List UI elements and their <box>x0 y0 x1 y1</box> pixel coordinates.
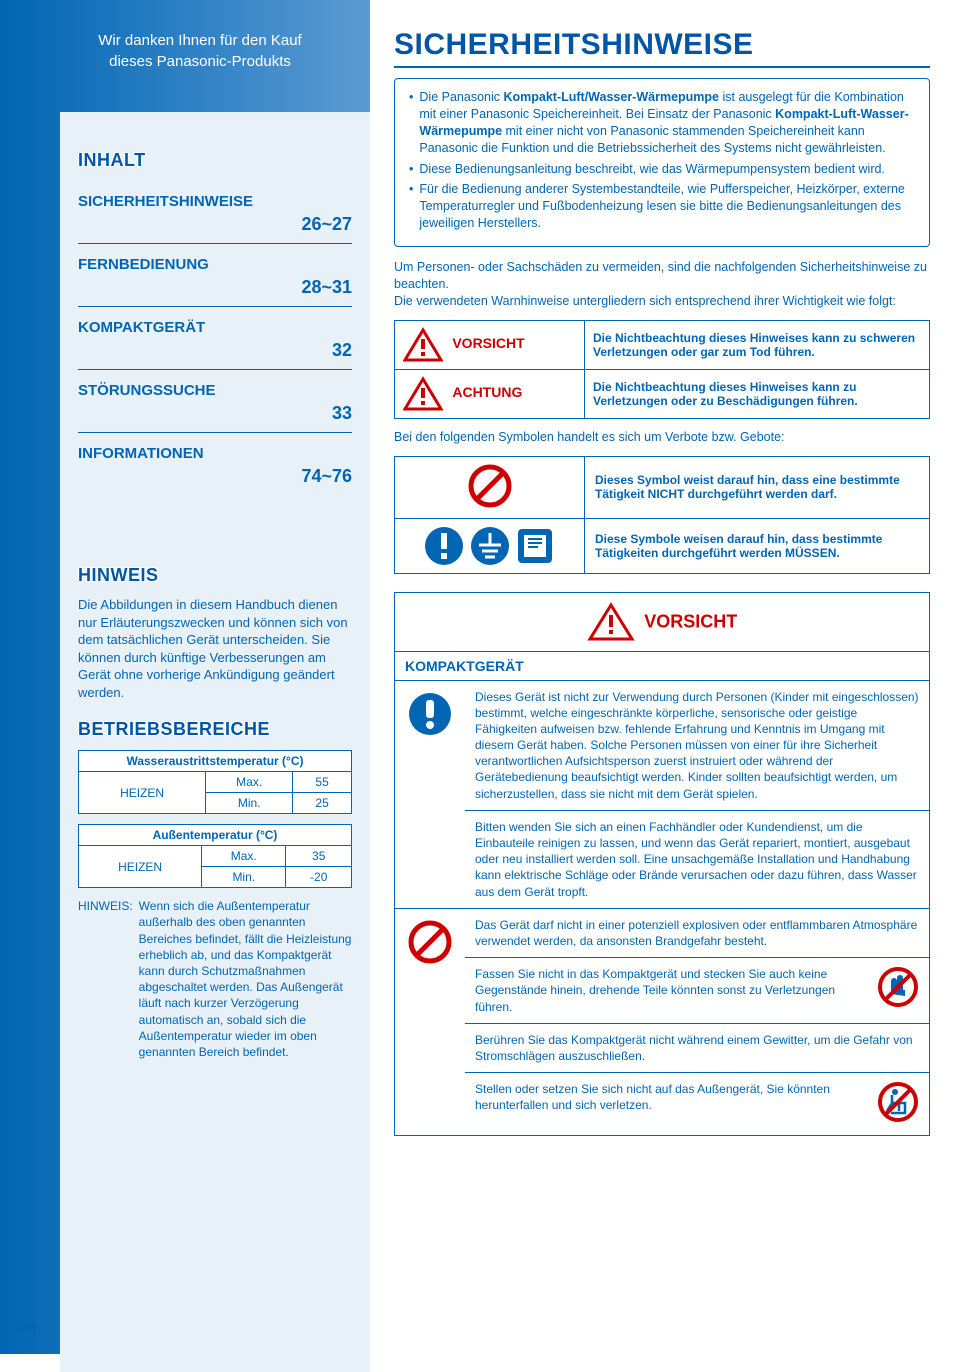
intro-item: Diese Bedienungsanleitung beschreibt, wi… <box>419 161 885 178</box>
ground-icon <box>469 525 511 567</box>
warning-triangle-icon <box>403 327 443 363</box>
info-text: Dieses Gerät ist nicht zur Verwendung du… <box>475 689 919 802</box>
inhalt-heading: INHALT <box>78 150 352 171</box>
no-hand-icon <box>877 966 919 1008</box>
mandatory-group: Dieses Gerät ist nicht zur Verwendung du… <box>394 681 930 909</box>
intro-item: Die Panasonic Kompakt-Luft/Wasser-Wärmep… <box>419 89 915 157</box>
toc-item: INFORMATIONEN 74~76 <box>78 433 352 495</box>
prohibition-icon <box>407 919 453 965</box>
toc-item: STÖRUNGSSUCHE 33 <box>78 370 352 433</box>
symbols-intro: Bei den folgenden Symbolen handelt es si… <box>394 429 930 446</box>
warning-triangle-icon <box>587 601 635 643</box>
toc-item: SICHERHEITSHINWEISE 26~27 <box>78 181 352 244</box>
info-text: Das Gerät darf nicht in einer potenziell… <box>475 917 919 949</box>
page-number: 26 <box>20 1319 37 1336</box>
prohibition-icon <box>467 463 513 509</box>
mandatory-icon <box>423 525 465 567</box>
hinweis-text: Die Abbildungen in diesem Handbuch diene… <box>78 596 352 701</box>
info-text: Bitten wenden Sie sich an einen Fachhänd… <box>475 819 919 900</box>
warning-triangle-icon <box>403 376 443 412</box>
toc-item: KOMPAKTGERÄT 32 <box>78 307 352 370</box>
air-temp-table: Außentemperatur (°C) HEIZEN Max. 35 Min.… <box>78 824 352 888</box>
warning-levels-table: VORSICHT Die Nichtbeachtung dieses Hinwe… <box>394 320 930 419</box>
sidebar: Wir danken Ihnen für den Kauf dieses Pan… <box>0 0 370 1354</box>
thanks-text: Wir danken Ihnen für den Kauf dieses Pan… <box>0 30 370 82</box>
intro-box: Die Panasonic Kompakt-Luft/Wasser-Wärmep… <box>394 78 930 247</box>
prohibit-group: Das Gerät darf nicht in einer potenziell… <box>394 909 930 1137</box>
symbols-table: Dieses Symbol weist darauf hin, dass ein… <box>394 456 930 574</box>
vorsicht-section-header: VORSICHT <box>394 592 930 652</box>
paragraph: Um Personen- oder Sachschäden zu vermeid… <box>394 259 930 310</box>
manual-icon <box>514 525 556 567</box>
water-temp-table: Wasseraustrittstemperatur (°C) HEIZEN Ma… <box>78 750 352 814</box>
info-text: Berühren Sie das Kompaktgerät nicht währ… <box>475 1032 919 1064</box>
main-content: SICHERHEITSHINWEISE Die Panasonic Kompak… <box>370 0 954 1354</box>
page-title: SICHERHEITSHINWEISE <box>394 28 930 68</box>
no-sit-icon <box>877 1081 919 1123</box>
note-block: HINWEIS: Wenn sich die Außentemperatur a… <box>78 898 352 1060</box>
hinweis-heading: HINWEIS <box>78 565 352 586</box>
mandatory-icon <box>407 691 453 737</box>
intro-item: Für die Bedienung anderer Systembestandt… <box>419 181 915 232</box>
info-text: Stellen oder setzen Sie sich nicht auf d… <box>475 1081 869 1113</box>
betrieb-heading: BETRIEBSBEREICHE <box>78 719 352 740</box>
kompakt-subheading: KOMPAKTGERÄT <box>394 652 930 681</box>
toc-item: FERNBEDIENUNG 28~31 <box>78 244 352 307</box>
info-text: Fassen Sie nicht in das Kompaktgerät und… <box>475 966 869 1015</box>
